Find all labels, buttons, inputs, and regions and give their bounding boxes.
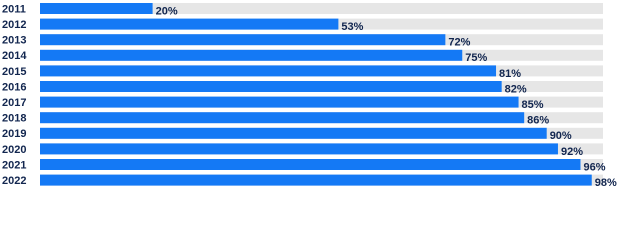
category-label: 2011 xyxy=(2,3,26,15)
category-label: 2019 xyxy=(2,128,26,140)
bar xyxy=(40,3,153,14)
bar xyxy=(40,174,592,186)
category-label: 2013 xyxy=(2,35,26,47)
category-label: 2020 xyxy=(2,144,26,156)
bar xyxy=(40,18,339,30)
value-label: 85% xyxy=(522,99,544,111)
category-label: 2017 xyxy=(2,97,26,109)
value-label: 72% xyxy=(448,37,470,49)
chart: 2011 20% 2012 53% 2013 72% 2014 75% 2015 81% 2016 8… xyxy=(2,3,617,189)
bar xyxy=(40,112,525,124)
bar xyxy=(40,81,502,92)
value-label: 92% xyxy=(561,146,583,158)
bar xyxy=(40,96,519,108)
value-label: 81% xyxy=(499,68,521,80)
bar xyxy=(40,159,581,170)
bar xyxy=(40,34,446,46)
bar xyxy=(40,65,497,77)
value-label: 20% xyxy=(156,5,178,17)
value-label: 53% xyxy=(341,21,363,33)
bar xyxy=(40,143,558,155)
value-label: 86% xyxy=(527,115,549,127)
bar xyxy=(40,49,463,61)
category-label: 2012 xyxy=(2,19,26,31)
category-label: 2022 xyxy=(2,175,26,187)
value-label: 98% xyxy=(595,177,617,189)
category-label: 2014 xyxy=(2,50,27,62)
value-label: 90% xyxy=(550,130,572,142)
value-label: 96% xyxy=(583,161,605,173)
value-label: 82% xyxy=(505,83,527,95)
bar xyxy=(40,127,547,139)
category-label: 2016 xyxy=(2,81,26,93)
category-label: 2018 xyxy=(2,113,26,125)
bar-track xyxy=(40,3,603,14)
category-label: 2015 xyxy=(2,66,26,78)
category-label: 2021 xyxy=(2,159,26,171)
value-label: 75% xyxy=(465,52,487,64)
